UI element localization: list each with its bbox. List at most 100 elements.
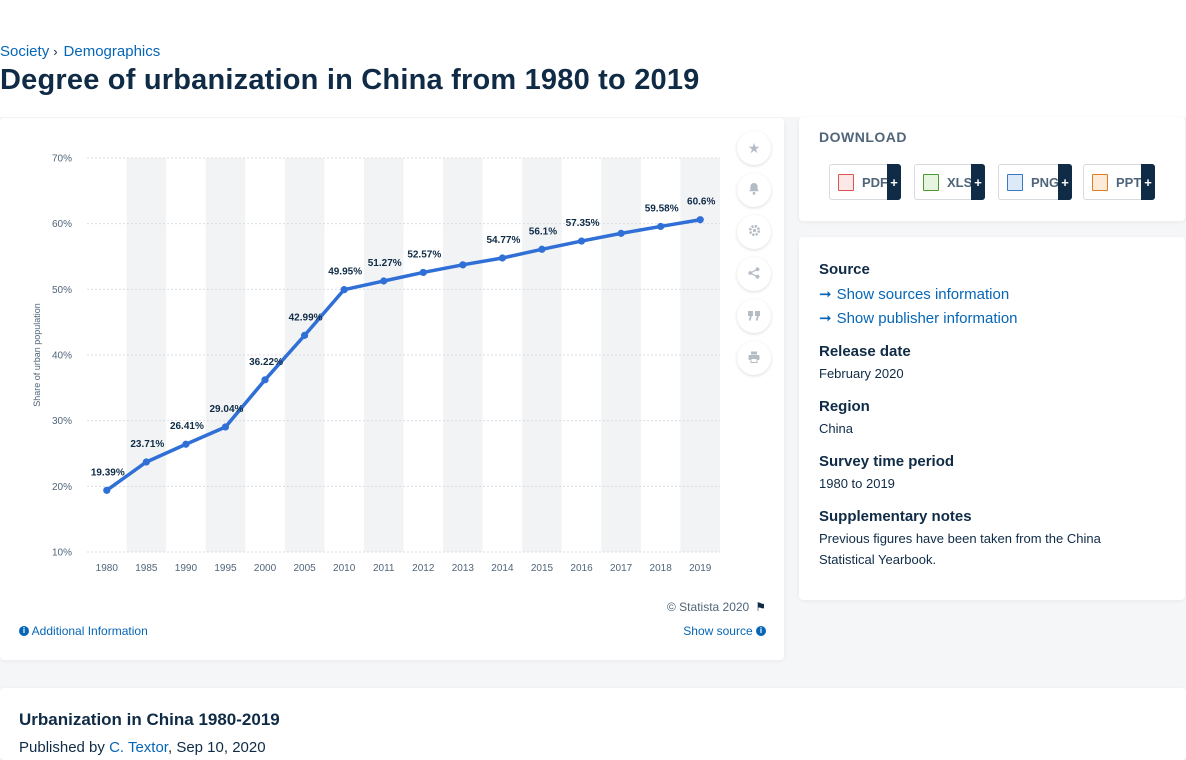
data-point[interactable] bbox=[103, 486, 111, 494]
breadcrumb-item-society[interactable]: Society bbox=[0, 43, 50, 60]
download-pdf-button[interactable]: PDF + bbox=[829, 164, 901, 200]
gear-icon bbox=[748, 224, 761, 240]
data-label: 56.1% bbox=[529, 226, 557, 237]
x-tick-label: 2000 bbox=[254, 563, 277, 574]
favorite-button[interactable]: ★ bbox=[737, 131, 771, 165]
plus-icon: + bbox=[1141, 164, 1155, 200]
star-icon: ★ bbox=[747, 139, 761, 156]
x-tick-label: 1985 bbox=[135, 563, 158, 574]
breadcrumb: Society › Demographics bbox=[0, 43, 160, 60]
additional-info-label: Additional Information bbox=[31, 624, 148, 638]
show-sources-link[interactable]: ➞ Show sources information bbox=[819, 285, 1009, 303]
y-tick-label: 20% bbox=[52, 482, 72, 493]
png-file-icon bbox=[1007, 173, 1023, 191]
credit-text: © Statista 2020 bbox=[667, 600, 750, 614]
breadcrumb-item-demographics[interactable]: Demographics bbox=[63, 43, 161, 60]
download-xls-label: XLS bbox=[947, 174, 973, 190]
data-label: 52.57% bbox=[407, 249, 441, 260]
print-button[interactable] bbox=[737, 341, 771, 375]
survey-period-heading: Survey time period bbox=[819, 453, 955, 470]
x-tick-label: 2005 bbox=[293, 563, 316, 574]
share-button[interactable] bbox=[737, 257, 771, 291]
author-link[interactable]: C. Textor bbox=[109, 739, 168, 756]
cite-button[interactable] bbox=[737, 299, 771, 333]
data-point[interactable] bbox=[419, 268, 427, 277]
breadcrumb-separator: › bbox=[53, 44, 58, 59]
data-point[interactable] bbox=[142, 458, 150, 466]
plus-icon: + bbox=[971, 164, 985, 200]
show-source-label: Show source bbox=[683, 624, 753, 638]
x-tick-label: 1990 bbox=[175, 563, 198, 574]
x-tick-label: 1980 bbox=[96, 563, 119, 574]
data-point[interactable] bbox=[657, 222, 665, 231]
data-point[interactable] bbox=[577, 237, 586, 245]
data-label: 57.35% bbox=[566, 218, 600, 229]
download-title: DOWNLOAD bbox=[819, 129, 907, 145]
y-axis-label: Share of urban population bbox=[32, 303, 42, 407]
supplementary-notes-value: Previous figures have been taken from th… bbox=[819, 531, 1101, 567]
additional-info-link[interactable]: i Additional Information bbox=[19, 624, 148, 638]
plus-icon: + bbox=[1058, 164, 1072, 200]
show-publisher-label: Show publisher information bbox=[836, 310, 1018, 327]
article-card: Urbanization in China 1980-2019 Publishe… bbox=[0, 688, 1186, 760]
data-point[interactable] bbox=[261, 376, 269, 384]
bell-icon bbox=[748, 182, 760, 198]
data-point[interactable] bbox=[340, 286, 348, 294]
settings-button[interactable] bbox=[737, 215, 771, 249]
y-tick-label: 10% bbox=[52, 548, 72, 559]
plus-icon: + bbox=[887, 164, 901, 200]
data-point[interactable] bbox=[380, 277, 388, 285]
arrow-right-icon: ➞ bbox=[819, 286, 832, 303]
share-icon bbox=[748, 266, 760, 282]
notification-button[interactable] bbox=[737, 173, 771, 207]
supplementary-notes-heading: Supplementary notes bbox=[819, 508, 972, 525]
download-ppt-label: PPT bbox=[1116, 174, 1142, 190]
download-png-button[interactable]: PNG + bbox=[998, 164, 1072, 200]
y-tick-label: 40% bbox=[52, 351, 72, 362]
y-tick-label: 70% bbox=[52, 154, 72, 165]
show-publisher-link[interactable]: ➞ Show publisher information bbox=[819, 309, 1018, 327]
data-label: 19.39% bbox=[91, 467, 125, 478]
show-source-link[interactable]: Show source i bbox=[683, 624, 766, 638]
published-by: Published by C. Textor, Sep 10, 2020 bbox=[19, 739, 266, 756]
info-icon: i bbox=[19, 625, 29, 636]
x-tick-label: 2013 bbox=[452, 563, 475, 574]
download-xls-button[interactable]: XLS + bbox=[914, 164, 985, 200]
pdf-file-icon bbox=[838, 173, 854, 191]
download-ppt-button[interactable]: PPT + bbox=[1083, 164, 1155, 200]
data-point[interactable] bbox=[696, 216, 704, 224]
x-tick-label: 2012 bbox=[412, 563, 435, 574]
data-point[interactable] bbox=[221, 423, 230, 431]
data-point[interactable] bbox=[498, 254, 507, 262]
data-label: 54.77% bbox=[486, 235, 520, 246]
x-tick-label: 2014 bbox=[491, 563, 514, 574]
header-background bbox=[0, 0, 1186, 117]
flag-icon[interactable]: ⚑ bbox=[755, 600, 766, 614]
info-card: Source ➞ Show sources information ➞ Show p… bbox=[799, 237, 1185, 600]
data-label: 49.95% bbox=[328, 267, 362, 278]
data-point[interactable] bbox=[459, 261, 467, 269]
ppt-file-icon bbox=[1092, 173, 1108, 191]
y-tick-label: 50% bbox=[52, 285, 72, 296]
x-tick-label: 2018 bbox=[650, 563, 673, 574]
x-tick-label: 2017 bbox=[610, 563, 633, 574]
data-point[interactable] bbox=[617, 229, 625, 237]
download-pdf-label: PDF bbox=[862, 174, 888, 190]
xls-file-icon bbox=[923, 173, 939, 191]
x-tick-label: 2016 bbox=[570, 563, 593, 574]
data-label: 51.27% bbox=[368, 258, 402, 269]
y-tick-label: 60% bbox=[52, 219, 72, 230]
x-tick-label: 2010 bbox=[333, 563, 356, 574]
line-chart: 10% 20% 30% 40% 50% 60% 70% 1980 1985 1990 1995 20… bbox=[32, 154, 720, 574]
quote-icon bbox=[748, 308, 760, 324]
x-tick-label: 2019 bbox=[689, 563, 712, 574]
article-title: Urbanization in China 1980-2019 bbox=[19, 710, 280, 729]
data-point[interactable] bbox=[182, 440, 190, 448]
page-title: Degree of urbanization in China from 198… bbox=[0, 64, 700, 96]
data-point[interactable] bbox=[300, 331, 309, 339]
data-point[interactable] bbox=[538, 245, 546, 253]
data-label: 29.04% bbox=[210, 404, 244, 415]
release-date-value: February 2020 bbox=[819, 366, 904, 381]
y-tick-label: 30% bbox=[52, 416, 72, 427]
region-value: China bbox=[819, 421, 853, 436]
